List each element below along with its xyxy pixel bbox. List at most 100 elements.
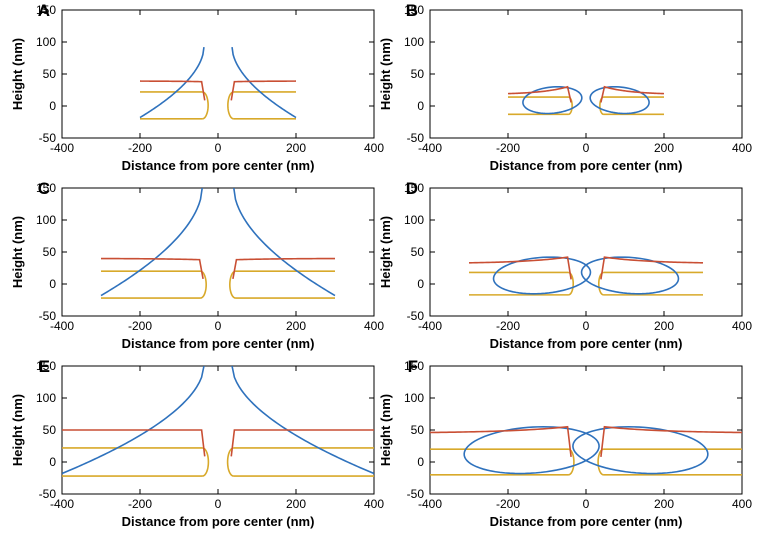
blue-curve	[62, 366, 204, 474]
xtick-label: 0	[583, 319, 590, 333]
y-axis-label: Height (nm)	[10, 216, 25, 288]
ytick-label: -50	[407, 487, 425, 501]
xtick-label: 0	[215, 141, 222, 155]
xtick-label: 200	[286, 141, 306, 155]
xtick-label: -200	[496, 141, 520, 155]
panel-letter: F	[408, 357, 418, 376]
panel-C: -400-2000200400-50050100150Distance from…	[10, 179, 384, 351]
panel-letter: D	[406, 179, 418, 198]
xtick-label: 200	[654, 319, 674, 333]
ytick-label: 50	[43, 423, 57, 437]
gold-cap-curve	[228, 448, 234, 476]
xtick-label: 200	[286, 497, 306, 511]
blue-curve	[573, 427, 708, 474]
red-curve	[231, 81, 296, 100]
xtick-label: 0	[583, 497, 590, 511]
x-axis-label: Distance from pore center (nm)	[122, 336, 315, 351]
gold-cap-curve	[200, 271, 206, 298]
ytick-label: -50	[39, 487, 57, 501]
figure-svg: -400-2000200400-50050100150Distance from…	[0, 0, 760, 554]
panel-F: -400-2000200400-50050100150Distance from…	[378, 357, 752, 529]
ytick-label: 0	[49, 277, 56, 291]
ytick-label: -50	[407, 309, 425, 323]
ytick-label: 50	[411, 67, 425, 81]
red-curve	[62, 430, 205, 456]
xtick-label: -200	[128, 497, 152, 511]
gold-cap-curve	[230, 271, 236, 298]
y-axis-label: Height (nm)	[10, 38, 25, 110]
panel-A: -400-2000200400-50050100150Distance from…	[10, 1, 384, 173]
xtick-label: -200	[128, 319, 152, 333]
xtick-label: 0	[583, 141, 590, 155]
ytick-label: 100	[36, 391, 56, 405]
gold-cap-curve	[202, 448, 208, 476]
ytick-label: -50	[39, 309, 57, 323]
x-axis-label: Distance from pore center (nm)	[490, 158, 683, 173]
ytick-label: 100	[404, 35, 424, 49]
ytick-label: 50	[411, 245, 425, 259]
panel-B: -400-2000200400-50050100150Distance from…	[378, 1, 752, 173]
xtick-label: 400	[732, 497, 752, 511]
xtick-label: 400	[732, 319, 752, 333]
red-curve	[140, 81, 205, 100]
red-curve	[231, 430, 374, 456]
axes-box	[430, 188, 742, 316]
curves	[469, 257, 703, 295]
ytick-label: -50	[39, 131, 57, 145]
xtick-label: 400	[364, 497, 384, 511]
ytick-label: 100	[404, 213, 424, 227]
curves	[140, 47, 296, 119]
panel-letter: B	[406, 1, 418, 20]
xtick-label: 0	[215, 319, 222, 333]
xtick-label: 400	[732, 141, 752, 155]
curves	[101, 188, 335, 298]
ytick-label: 50	[43, 245, 57, 259]
ytick-label: 50	[43, 67, 57, 81]
curves	[508, 87, 664, 115]
x-axis-label: Distance from pore center (nm)	[122, 514, 315, 529]
y-axis-label: Height (nm)	[10, 394, 25, 466]
ytick-label: 0	[417, 277, 424, 291]
axes-box	[62, 188, 374, 316]
ytick-label: 0	[49, 455, 56, 469]
panel-letter: E	[39, 357, 50, 376]
panel-letter: C	[38, 179, 50, 198]
x-axis-label: Distance from pore center (nm)	[122, 158, 315, 173]
x-axis-label: Distance from pore center (nm)	[490, 336, 683, 351]
xtick-label: -200	[496, 319, 520, 333]
red-curve	[430, 427, 571, 457]
blue-curve	[232, 366, 374, 474]
ytick-label: 0	[417, 455, 424, 469]
red-curve	[601, 427, 742, 457]
xtick-label: 0	[215, 497, 222, 511]
xtick-label: 200	[654, 141, 674, 155]
xtick-label: 200	[654, 497, 674, 511]
xtick-label: -200	[128, 141, 152, 155]
xtick-label: 400	[364, 319, 384, 333]
xtick-label: 200	[286, 319, 306, 333]
ytick-label: -50	[407, 131, 425, 145]
xtick-label: 400	[364, 141, 384, 155]
figure: -400-2000200400-50050100150Distance from…	[0, 0, 760, 554]
x-axis-label: Distance from pore center (nm)	[490, 514, 683, 529]
ytick-label: 100	[36, 213, 56, 227]
panel-E: -400-2000200400-50050100150Distance from…	[10, 357, 384, 529]
axes-box	[430, 10, 742, 138]
panel-D: -400-2000200400-50050100150Distance from…	[378, 179, 752, 351]
ytick-label: 100	[404, 391, 424, 405]
ytick-label: 50	[411, 423, 425, 437]
xtick-label: -200	[496, 497, 520, 511]
panel-letter: A	[38, 1, 50, 20]
curves	[62, 366, 374, 476]
blue-curve	[464, 427, 599, 474]
curves	[430, 427, 742, 475]
y-axis-label: Height (nm)	[378, 38, 393, 110]
ytick-label: 0	[49, 99, 56, 113]
axes-box	[62, 10, 374, 138]
blue-curve	[234, 188, 335, 296]
y-axis-label: Height (nm)	[378, 394, 393, 466]
ytick-label: 0	[417, 99, 424, 113]
y-axis-label: Height (nm)	[378, 216, 393, 288]
ytick-label: 100	[36, 35, 56, 49]
blue-curve	[101, 188, 202, 296]
